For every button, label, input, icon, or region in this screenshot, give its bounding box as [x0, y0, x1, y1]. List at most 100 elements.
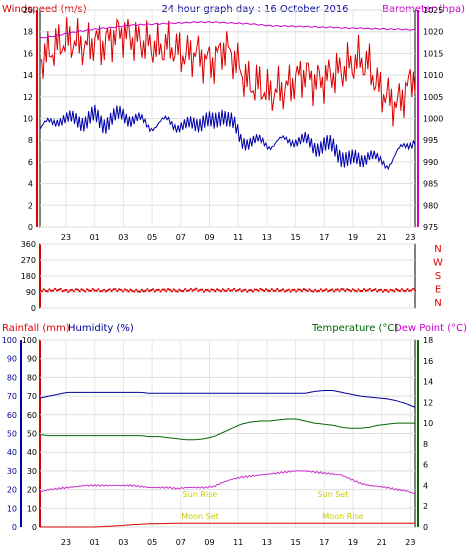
humidity-tick: 10 — [7, 504, 17, 513]
direction-point — [383, 288, 386, 292]
direction-point — [323, 289, 326, 292]
direction-point — [372, 288, 375, 292]
direction-point — [82, 289, 85, 292]
x-tick-label: 07 — [176, 233, 186, 242]
temperature-tick: 14 — [423, 378, 433, 387]
direction-point — [378, 288, 381, 292]
direction-point — [221, 288, 224, 291]
humidity-tick: 40 — [7, 448, 17, 457]
direction-point — [104, 290, 108, 293]
direction-point — [364, 289, 368, 292]
rainfall-tick: 50 — [27, 430, 37, 439]
direction-point — [340, 288, 343, 291]
direction-point — [393, 290, 396, 293]
series-avg-line — [39, 104, 416, 171]
direction-point — [195, 287, 198, 290]
direction-point — [257, 289, 260, 292]
direction-point — [214, 290, 217, 293]
direction-point — [259, 287, 262, 290]
panel2-left-tick: 270 — [21, 256, 36, 265]
moon-set-label: Moon Set — [181, 512, 218, 521]
x-tick-label: 15 — [291, 233, 301, 242]
direction-point — [255, 288, 258, 291]
panel1-left-tick: 4 — [28, 180, 33, 189]
direction-point — [381, 290, 385, 293]
direction-point — [361, 289, 364, 292]
direction-point — [174, 289, 177, 292]
direction-point — [148, 289, 151, 293]
series-gust-line — [39, 17, 416, 127]
x-tick-label: 19 — [348, 538, 358, 547]
direction-point — [263, 289, 266, 292]
direction-point — [349, 290, 352, 293]
direction-point — [236, 289, 239, 292]
x-tick-label: 11 — [233, 538, 243, 547]
direction-point — [413, 289, 417, 292]
panel2-left-tick: 0 — [31, 304, 36, 313]
direction-point — [223, 289, 226, 292]
direction-point — [396, 289, 400, 292]
sun-set-label: Sun Set — [318, 490, 349, 499]
direction-point — [308, 288, 311, 291]
direction-point — [317, 289, 320, 293]
x-tick-label: 23 — [61, 538, 71, 547]
direction-point — [251, 290, 254, 293]
panel1-left-tick: 0 — [28, 223, 33, 232]
barometer-axis-label: Barometer (hpa) — [382, 4, 465, 15]
direction-point — [69, 289, 72, 292]
direction-point — [86, 288, 89, 291]
humidity-tick: 90 — [7, 355, 17, 364]
direction-point — [44, 289, 47, 292]
direction-point — [240, 290, 243, 293]
direction-point — [87, 289, 91, 292]
rainfall-tick: 20 — [27, 486, 37, 495]
direction-point — [238, 288, 241, 291]
direction-point — [376, 290, 379, 293]
sun-rise-label: Sun Rise — [183, 490, 218, 499]
direction-point — [268, 289, 271, 293]
direction-point — [344, 289, 347, 292]
panel1-left-tick: 6 — [28, 158, 33, 167]
direction-point — [187, 289, 190, 292]
direction-point — [331, 288, 334, 291]
direction-point — [261, 288, 264, 291]
direction-point — [270, 288, 273, 291]
series-humidity-line — [39, 390, 416, 408]
panel1-right-tick: 1005 — [423, 93, 443, 102]
direction-point — [133, 290, 136, 293]
direction-point — [315, 290, 319, 293]
direction-point — [93, 289, 96, 292]
direction-point — [329, 289, 332, 292]
x-tick-label: 23 — [405, 538, 415, 547]
direction-point — [150, 289, 153, 292]
direction-point — [302, 288, 305, 291]
panel2-left-tick: 180 — [21, 272, 36, 281]
direction-point — [395, 288, 398, 291]
direction-point — [57, 288, 60, 291]
direction-point — [234, 289, 238, 292]
direction-point — [38, 289, 42, 292]
panel1-right-tick: 990 — [423, 158, 438, 167]
direction-point — [408, 289, 411, 292]
panel1-left-tick: 8 — [28, 136, 33, 145]
direction-point — [391, 289, 394, 292]
direction-point — [135, 288, 138, 291]
direction-point — [95, 289, 98, 292]
direction-point — [380, 288, 383, 291]
direction-point — [293, 288, 296, 291]
direction-point — [266, 289, 270, 292]
compass-letter: N — [434, 298, 441, 309]
panel1-right-tick: 975 — [423, 223, 438, 232]
direction-point — [402, 289, 405, 292]
direction-point — [178, 288, 181, 291]
panel1-left-tick: 20 — [23, 6, 33, 15]
humidity-tick: 20 — [7, 486, 17, 495]
rainfall-tick: 80 — [27, 373, 37, 382]
direction-point — [108, 288, 111, 291]
direction-point — [189, 287, 192, 290]
panel1-right-tick: 1020 — [423, 28, 443, 37]
direction-point — [155, 288, 158, 292]
direction-point — [287, 288, 290, 291]
direction-point — [246, 290, 249, 293]
